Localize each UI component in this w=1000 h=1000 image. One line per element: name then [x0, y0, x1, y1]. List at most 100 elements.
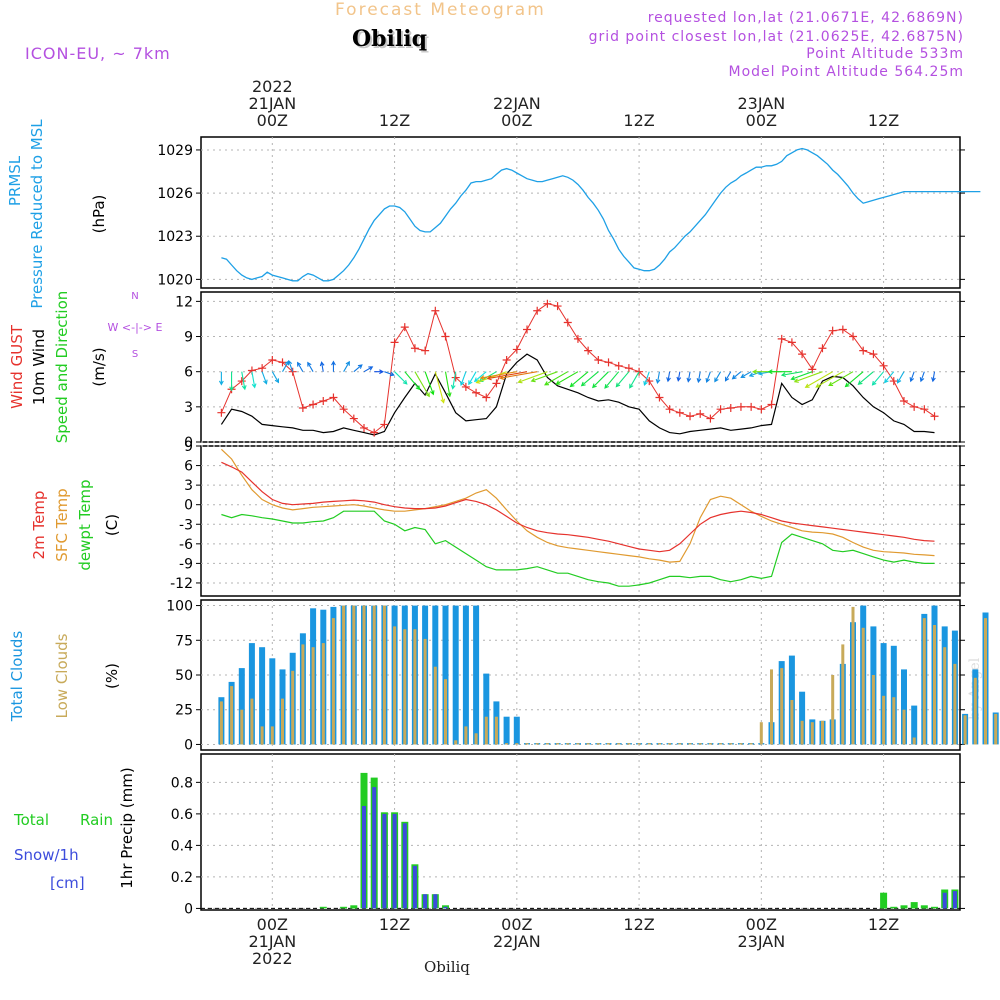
y-tick-label: 0	[184, 498, 193, 514]
requested-coords: requested lon,lat (21.0671E, 42.6869N)	[647, 10, 964, 26]
gust-marker	[859, 346, 868, 355]
clouds-unit-label: (%)	[103, 663, 121, 689]
wind-arrow	[580, 371, 599, 387]
model-point-altitude: Model Point Altitude 564.25m	[728, 64, 964, 80]
wind-speed-dir-label: Speed and Direction	[53, 291, 71, 444]
low-clouds-label: Low Clouds	[53, 633, 71, 718]
low-cloud-bar	[658, 743, 661, 745]
gust-marker	[329, 393, 338, 402]
wind-arrow	[363, 366, 374, 373]
y-tick-label: 1029	[157, 143, 193, 159]
gust-marker	[787, 338, 796, 347]
gust-marker	[879, 361, 888, 370]
wind-arrow	[475, 371, 507, 384]
total-cloud-bar	[259, 647, 266, 745]
wind-arrow	[909, 371, 915, 383]
y-tick-label: 6	[184, 365, 193, 381]
point-altitude: Point Altitude 533m	[806, 46, 964, 62]
wind-arrow	[297, 361, 304, 372]
y-tick-label: 1023	[157, 229, 193, 245]
low-cloud-bar	[719, 743, 723, 745]
pressure-label-msl: Pressure Reduced to MSL	[28, 119, 46, 309]
wind-arrow	[815, 371, 844, 388]
wind-arrow	[931, 371, 936, 383]
wind-arrow	[767, 369, 792, 375]
wind-arrow	[459, 371, 467, 387]
bottom-axis-label: 23JAN	[737, 932, 785, 951]
wind-arrow	[897, 371, 905, 384]
gust-marker	[543, 299, 552, 308]
gust-marker	[319, 396, 328, 405]
low-cloud-bar	[596, 743, 600, 745]
wind-10m-line	[220, 353, 935, 436]
low-cloud-bar	[739, 743, 743, 745]
low-cloud-bar	[494, 716, 498, 745]
wind-compass-n: N	[131, 291, 138, 302]
gust-marker	[930, 412, 939, 421]
gust-marker	[349, 414, 358, 423]
wind-arrow	[229, 371, 234, 392]
low-cloud-bar	[393, 626, 397, 745]
low-cloud-bar	[892, 697, 896, 745]
gust-marker	[492, 379, 501, 388]
low-cloud-bar	[882, 695, 886, 745]
sfc-temp-line	[220, 448, 935, 563]
low-cloud-bar	[749, 743, 753, 745]
low-cloud-bar	[841, 644, 845, 745]
wind-arrow	[740, 371, 752, 378]
y-tick-label: 25	[175, 703, 193, 719]
gust-marker	[604, 358, 613, 367]
low-cloud-bar	[729, 743, 733, 745]
wind-arrow	[643, 371, 650, 387]
wind-arrow	[804, 371, 833, 388]
y-tick-label: 0.6	[171, 807, 193, 823]
low-cloud-bar	[230, 686, 234, 745]
temp-unit-label: (C)	[103, 514, 121, 536]
gust-marker	[380, 420, 389, 429]
low-cloud-bar	[362, 605, 366, 745]
wind-arrow	[871, 371, 885, 386]
bottom-axis-label: 12Z	[623, 915, 654, 934]
precip-unit-label: 1hr Precip (mm)	[118, 767, 136, 888]
low-cloud-bar	[770, 669, 773, 745]
total-cloud-bar	[901, 669, 907, 745]
precip-snow-label: Snow/1h	[14, 846, 79, 864]
low-cloud-bar	[250, 698, 254, 745]
wind-arrow	[676, 371, 682, 382]
wind-arrow	[724, 371, 732, 382]
low-cloud-bar	[963, 715, 967, 745]
low-cloud-bar	[851, 606, 855, 745]
low-cloud-bar	[790, 700, 794, 745]
gust-marker	[889, 377, 898, 386]
low-cloud-bar	[994, 713, 998, 745]
precip-snow-unit-label: [cm]	[50, 874, 85, 892]
gust-marker	[339, 405, 348, 414]
snow-bar	[952, 891, 957, 909]
low-cloud-bar	[922, 618, 926, 745]
wind-arrow	[857, 371, 874, 385]
wind-arrow	[544, 371, 569, 386]
gust-marker	[747, 402, 756, 411]
y-tick-label: 50	[175, 668, 193, 684]
low-cloud-bar	[515, 743, 519, 745]
wind-arrow	[287, 359, 294, 372]
precip-total-label: Total	[13, 811, 49, 829]
bottom-axis-label: 12Z	[868, 915, 899, 934]
top-axis-label: 22JAN	[493, 94, 541, 113]
top-axis-label: 12Z	[379, 111, 410, 130]
low-cloud-bar	[525, 743, 529, 745]
low-cloud-bar	[688, 743, 692, 745]
low-cloud-bar	[871, 675, 875, 745]
panel-frame	[200, 291, 961, 443]
y-tick-label: -9	[179, 556, 193, 572]
gust-marker	[217, 408, 226, 417]
gust-marker	[818, 344, 827, 353]
gust-marker	[686, 412, 695, 421]
low-cloud-bar	[780, 668, 784, 745]
low-cloud-bar	[556, 743, 560, 745]
wind-arrow	[696, 371, 702, 384]
bottom-axis-label: 00Z	[746, 915, 777, 934]
faded-chart-title: Forecast Meteogram	[335, 0, 546, 20]
total-cloud-bar	[799, 691, 806, 745]
low-cloud-bar	[708, 743, 712, 745]
